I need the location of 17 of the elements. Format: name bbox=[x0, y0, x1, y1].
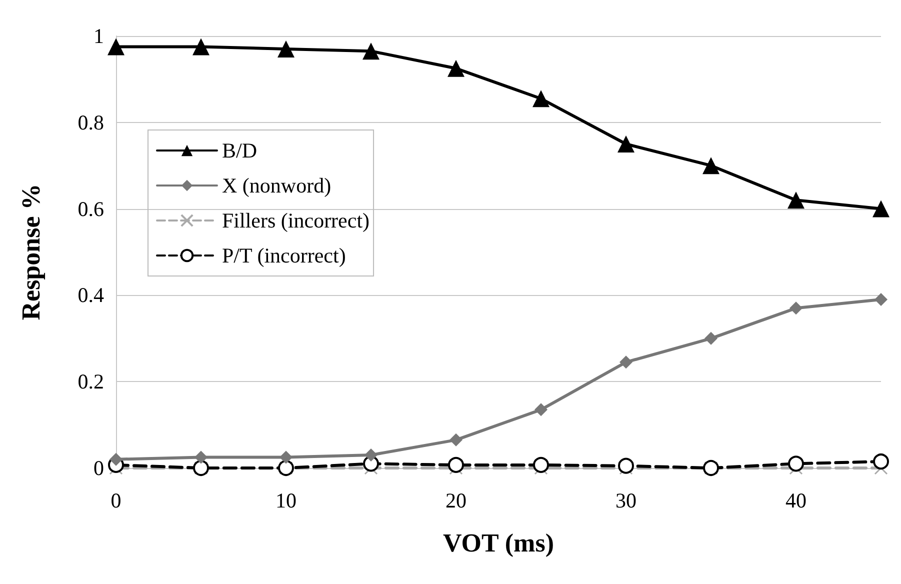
legend-label: B/D bbox=[222, 138, 258, 162]
y-tick-label: 1 bbox=[94, 24, 104, 48]
x-tick-label: 20 bbox=[446, 488, 466, 512]
legend-label: Fillers (incorrect) bbox=[222, 208, 370, 232]
y-tick-label: 0.6 bbox=[78, 196, 104, 221]
y-tick-label: 0.8 bbox=[78, 110, 104, 134]
legend-label: X (nonword) bbox=[222, 174, 332, 198]
x-axis-title: VOT (ms) bbox=[443, 528, 554, 558]
y-tick-label: 0.2 bbox=[78, 370, 104, 394]
legend-label: P/T (incorrect) bbox=[222, 244, 346, 268]
y-axis-title: Response % bbox=[16, 184, 46, 320]
x-tick-label: 30 bbox=[616, 488, 636, 512]
x-tick-label: 40 bbox=[786, 488, 806, 512]
x-tick-label: 10 bbox=[276, 488, 296, 512]
y-tick-label: 0.4 bbox=[78, 283, 104, 308]
x-tick-label: 0 bbox=[110, 488, 122, 512]
y-tick-label: 0 bbox=[94, 456, 104, 480]
